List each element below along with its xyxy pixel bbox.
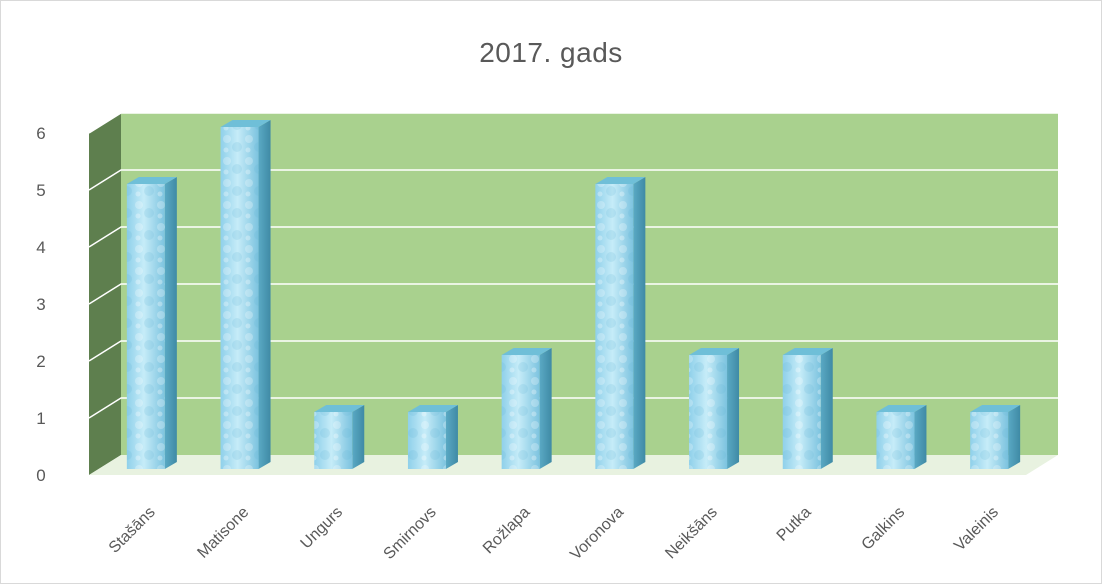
bar: [314, 405, 365, 469]
y-tick-label: 1: [36, 409, 45, 428]
gridline: [88, 226, 1058, 248]
bar-top: [501, 348, 552, 355]
bar-top: [782, 348, 833, 355]
bar-top: [220, 120, 271, 127]
bar-texture: [970, 412, 1009, 469]
chart-title: 2017. gads: [479, 37, 623, 68]
y-tick-label: 2: [36, 352, 45, 371]
x-tick-label: Smirnovs: [381, 504, 440, 563]
x-axis: Stašāns Matisone Ungurs Smirnovs Rožlapa Voro…: [106, 504, 1002, 564]
bar-series: [126, 120, 1021, 469]
gridline: [88, 397, 1058, 419]
bar-top: [689, 348, 740, 355]
bar-top: [876, 405, 927, 412]
bar-texture: [407, 412, 446, 469]
gridline: [88, 340, 1058, 362]
x-tick-label: Stašāns: [106, 504, 159, 557]
bar-side: [820, 348, 833, 469]
bar: [595, 177, 646, 469]
x-tick-label: Voronova: [567, 504, 627, 564]
bar-side: [539, 348, 552, 469]
bar: [689, 348, 740, 469]
bar-texture: [501, 355, 540, 469]
x-tick-label: Valeinis: [951, 504, 1002, 555]
bar-side: [727, 348, 740, 469]
bar: [782, 348, 833, 469]
x-tick-label: Rožlapa: [480, 504, 534, 558]
bar-texture: [782, 355, 821, 469]
bar-side: [258, 120, 271, 469]
gridline: [88, 112, 1058, 134]
bar-side: [914, 405, 927, 469]
bar-texture: [126, 184, 165, 469]
gridline: [88, 169, 1058, 191]
bar: [970, 405, 1021, 469]
bar: [407, 405, 458, 469]
x-tick-label: Galkins: [859, 504, 909, 554]
bar-top: [970, 405, 1021, 412]
y-axis: 0 1 2 3 4 5 6: [36, 124, 45, 485]
bar-side: [1008, 405, 1021, 469]
bar-side: [352, 405, 365, 469]
bar-texture: [314, 412, 353, 469]
y-tick-label: 3: [36, 295, 45, 314]
y-tick-label: 4: [36, 238, 45, 257]
bar-side: [445, 405, 458, 469]
bar: [501, 348, 552, 469]
bar-side: [164, 177, 177, 469]
bar: [126, 177, 177, 469]
y-tick-label: 5: [36, 181, 45, 200]
bar-top: [407, 405, 458, 412]
bar-texture: [689, 355, 728, 469]
x-tick-label: Putka: [774, 504, 815, 545]
bar: [876, 405, 927, 469]
x-tick-label: Neikšāns: [662, 504, 721, 563]
bar-top: [126, 177, 177, 184]
bar-texture: [220, 127, 259, 469]
bar-top: [595, 177, 646, 184]
gridline: [88, 283, 1058, 305]
bar-texture: [595, 184, 634, 469]
bar: [220, 120, 271, 469]
x-tick-label: Matisone: [194, 504, 252, 562]
bar-side: [633, 177, 646, 469]
bar-texture: [876, 412, 915, 469]
bar-top: [314, 405, 365, 412]
y-tick-label: 0: [36, 466, 45, 485]
x-tick-label: Ungurs: [298, 504, 346, 552]
y-tick-label: 6: [36, 124, 45, 143]
chart-gridlines: [88, 112, 1058, 419]
